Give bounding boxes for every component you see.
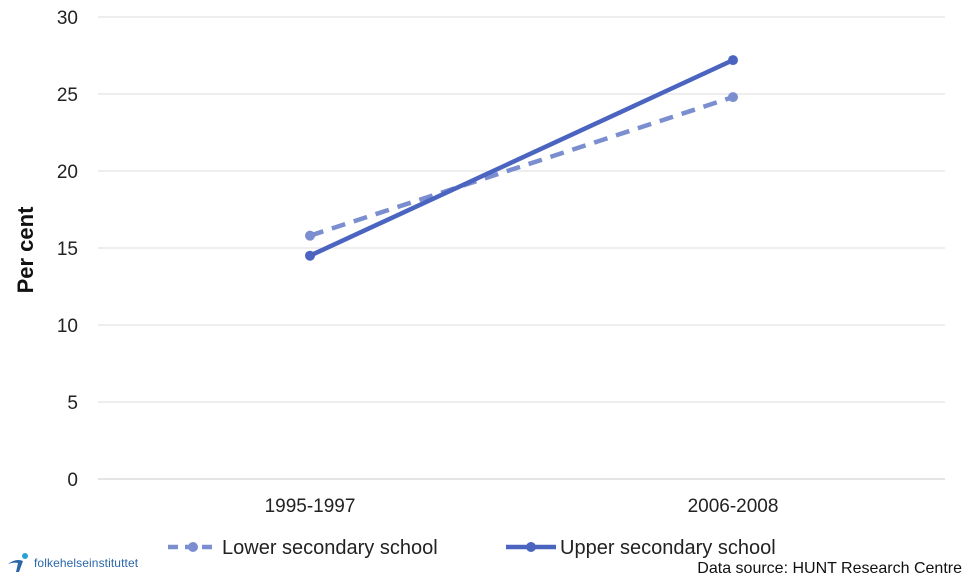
data-point xyxy=(728,92,738,103)
logo-icon xyxy=(8,553,28,572)
legend-label: Lower secondary school xyxy=(222,537,438,559)
x-tick-label: 2006-2008 xyxy=(688,496,779,517)
series-lines xyxy=(305,55,738,261)
y-tick-label: 5 xyxy=(67,393,78,414)
y-tick-label: 25 xyxy=(57,85,78,106)
legend-marker xyxy=(526,542,536,552)
y-axis-ticks: 0 5 10 15 20 25 30 xyxy=(57,8,78,491)
gridlines xyxy=(98,16,945,480)
data-point xyxy=(305,250,315,261)
logo: folkehelseinstituttet xyxy=(6,552,138,574)
data-point xyxy=(728,55,738,66)
x-axis-ticks: 1995-1997 2006-2008 xyxy=(265,496,779,517)
x-tick-label: 1995-1997 xyxy=(265,496,356,517)
legend: Lower secondary school Upper secondary sc… xyxy=(168,537,776,559)
data-point xyxy=(305,230,315,241)
y-tick-label: 30 xyxy=(57,8,78,29)
legend-marker xyxy=(188,542,198,552)
series-line-1 xyxy=(309,94,734,238)
logo-text: folkehelseinstituttet xyxy=(34,556,139,570)
data-source-note: Data source: HUNT Research Centre xyxy=(697,560,962,577)
y-tick-label: 20 xyxy=(57,162,78,183)
y-tick-label: 10 xyxy=(57,316,78,337)
y-tick-label: 0 xyxy=(67,470,78,491)
y-axis-label: Per cent xyxy=(13,206,38,293)
y-tick-label: 15 xyxy=(57,239,78,260)
legend-label: Upper secondary school xyxy=(560,537,776,559)
series-line-2 xyxy=(309,58,734,258)
